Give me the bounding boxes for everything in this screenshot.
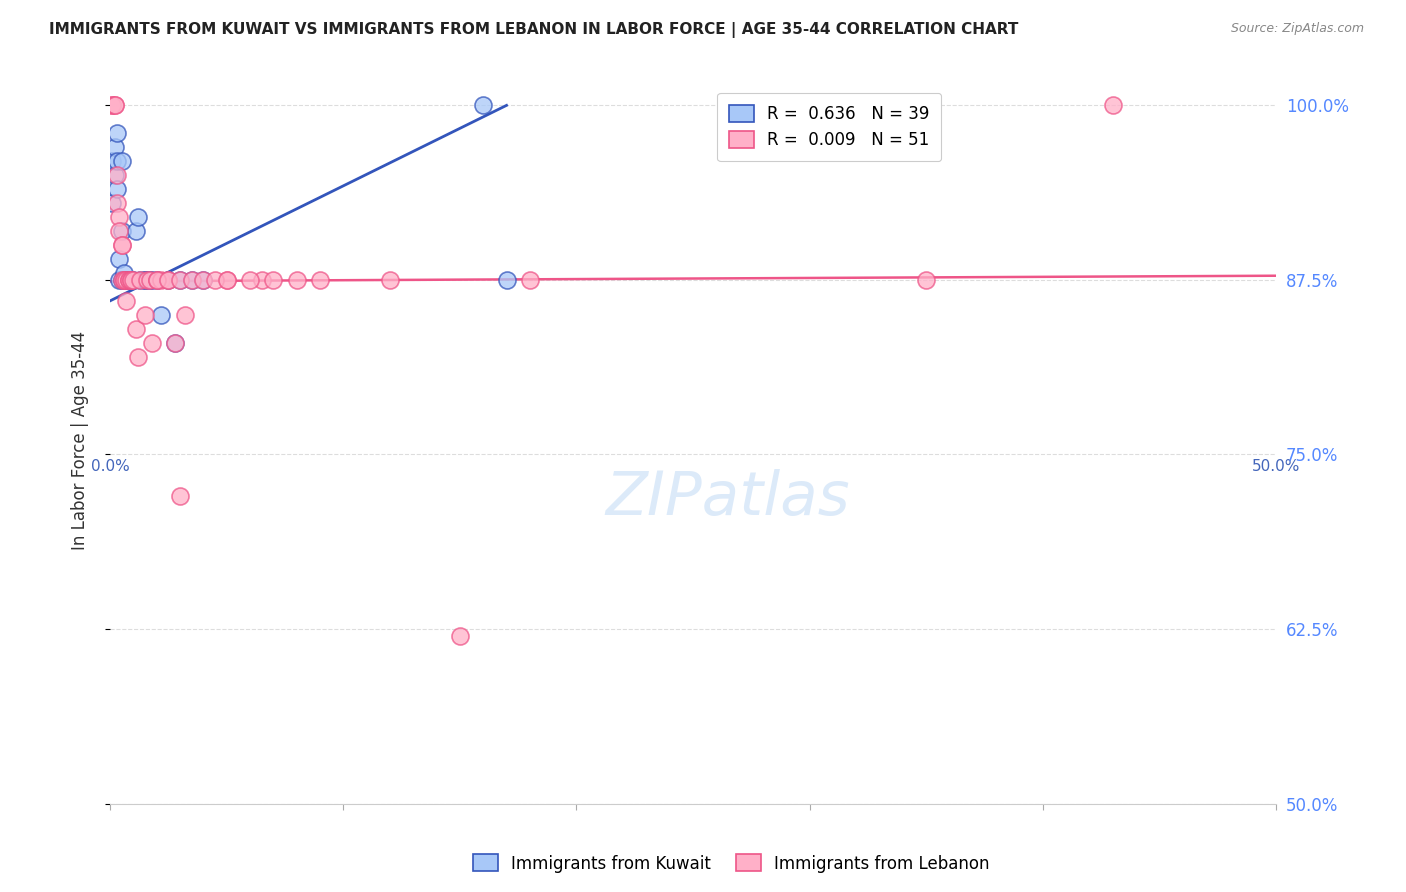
Point xyxy=(115,273,138,287)
Point xyxy=(118,273,141,287)
Point xyxy=(108,252,131,266)
Point xyxy=(120,273,142,287)
Point xyxy=(215,273,238,287)
Point xyxy=(169,489,191,503)
Text: Source: ZipAtlas.com: Source: ZipAtlas.com xyxy=(1230,22,1364,36)
Point xyxy=(519,273,541,287)
Legend: Immigrants from Kuwait, Immigrants from Lebanon: Immigrants from Kuwait, Immigrants from … xyxy=(465,847,997,880)
Point xyxy=(157,273,180,287)
Point xyxy=(104,168,127,182)
Point xyxy=(169,273,191,287)
Point xyxy=(169,273,191,287)
Point xyxy=(495,273,517,287)
Point xyxy=(115,273,138,287)
Point xyxy=(101,196,124,211)
Point xyxy=(115,273,138,287)
Y-axis label: In Labor Force | Age 35-44: In Labor Force | Age 35-44 xyxy=(72,331,89,550)
Point xyxy=(180,273,202,287)
Point xyxy=(127,210,149,224)
Point xyxy=(122,273,145,287)
Point xyxy=(165,335,187,350)
Point xyxy=(105,196,128,211)
Point xyxy=(105,126,128,140)
Point xyxy=(915,273,938,287)
Text: ZIPatlas: ZIPatlas xyxy=(606,469,851,528)
Point xyxy=(136,273,159,287)
Point xyxy=(105,154,128,169)
Point xyxy=(472,98,495,112)
Point xyxy=(105,168,128,182)
Point xyxy=(378,273,401,287)
Point xyxy=(141,273,163,287)
Point xyxy=(115,293,138,308)
Point xyxy=(136,273,159,287)
Point xyxy=(111,273,134,287)
Point xyxy=(134,308,156,322)
Point xyxy=(112,266,135,280)
Point xyxy=(129,273,152,287)
Point xyxy=(138,273,160,287)
Point xyxy=(104,98,127,112)
Point xyxy=(101,98,124,112)
Point xyxy=(108,224,131,238)
Point xyxy=(145,273,167,287)
Point xyxy=(115,273,138,287)
Point xyxy=(134,273,156,287)
Point xyxy=(105,182,128,196)
Point xyxy=(127,350,149,364)
Point xyxy=(122,273,145,287)
Point xyxy=(145,273,167,287)
Point xyxy=(239,273,262,287)
Point xyxy=(111,224,134,238)
Point xyxy=(1102,98,1125,112)
Point xyxy=(134,273,156,287)
Point xyxy=(108,273,131,287)
Point xyxy=(193,273,215,287)
Point xyxy=(129,273,152,287)
Point xyxy=(180,273,202,287)
Point xyxy=(285,273,308,287)
Point xyxy=(145,273,167,287)
Point xyxy=(112,273,135,287)
Point xyxy=(104,98,127,112)
Point xyxy=(111,238,134,252)
Point xyxy=(120,273,142,287)
Point xyxy=(165,335,187,350)
Point xyxy=(125,322,148,336)
Point xyxy=(262,273,284,287)
Point xyxy=(111,273,134,287)
Point xyxy=(120,273,142,287)
Point xyxy=(111,238,134,252)
Point xyxy=(125,224,148,238)
Point xyxy=(141,335,163,350)
Point xyxy=(204,273,226,287)
Point xyxy=(108,210,131,224)
Point xyxy=(112,273,135,287)
Point xyxy=(157,273,180,287)
Point xyxy=(215,273,238,287)
Point xyxy=(173,308,195,322)
Point xyxy=(150,273,173,287)
Point xyxy=(118,273,141,287)
Point xyxy=(449,629,471,643)
Point xyxy=(250,273,273,287)
Point xyxy=(101,154,124,169)
Point xyxy=(193,273,215,287)
Text: 50.0%: 50.0% xyxy=(1251,458,1301,474)
Point xyxy=(150,308,173,322)
Point xyxy=(111,154,134,169)
Point xyxy=(309,273,332,287)
Text: IMMIGRANTS FROM KUWAIT VS IMMIGRANTS FROM LEBANON IN LABOR FORCE | AGE 35-44 COR: IMMIGRANTS FROM KUWAIT VS IMMIGRANTS FRO… xyxy=(49,22,1018,38)
Point xyxy=(157,273,180,287)
Point xyxy=(104,140,127,154)
Point xyxy=(138,273,160,287)
Point xyxy=(118,273,141,287)
Point xyxy=(101,98,124,112)
Point xyxy=(118,273,141,287)
Point xyxy=(120,273,142,287)
Point xyxy=(112,273,135,287)
Text: 0.0%: 0.0% xyxy=(91,458,129,474)
Legend: R =  0.636   N = 39, R =  0.009   N = 51: R = 0.636 N = 39, R = 0.009 N = 51 xyxy=(717,93,941,161)
